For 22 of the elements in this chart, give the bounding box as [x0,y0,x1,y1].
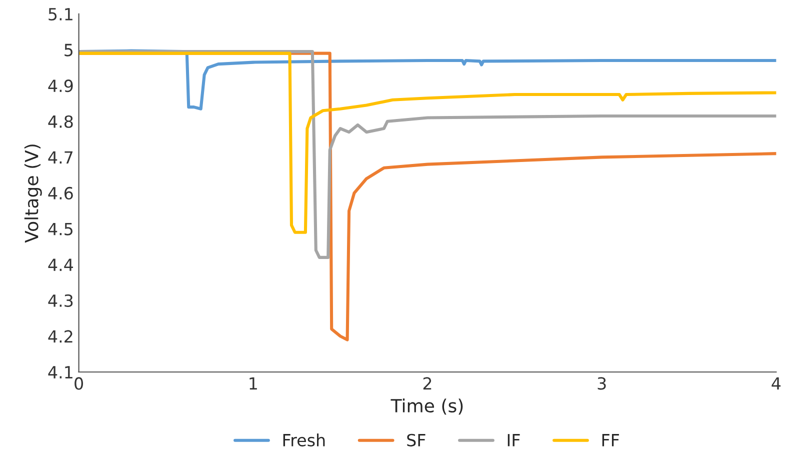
y-tick-label: 4.4 [48,258,74,271]
x-axis-title: Time (s) [390,398,463,415]
x-tick-label: 3 [598,377,606,390]
y-tick-label: 4.8 [48,115,73,128]
x-tick-label: 4 [772,377,781,390]
legend-label: IF [508,434,520,446]
y-tick-label: 4.3 [48,294,73,307]
legend-label: SF [407,434,426,446]
x-tick-label: 0 [74,377,83,390]
y-tick-label: 5 [64,44,72,56]
y-tick-label: 4.9 [48,80,73,92]
y-tick-label: 4.1 [48,366,72,378]
y-axis-title: Voltage (V) [24,144,42,243]
y-tick-label: 4.5 [48,222,72,236]
y-tick-label: 5.1 [48,8,72,21]
y-tick-label: 4.7 [48,151,73,164]
x-tick-label: 2 [423,377,432,390]
y-tick-label: 4.6 [48,186,73,200]
legend-label: Fresh [283,434,325,446]
x-tick-label: 1 [250,377,257,390]
legend-label: FF [602,434,619,446]
y-tick-label: 4.2 [48,330,72,343]
